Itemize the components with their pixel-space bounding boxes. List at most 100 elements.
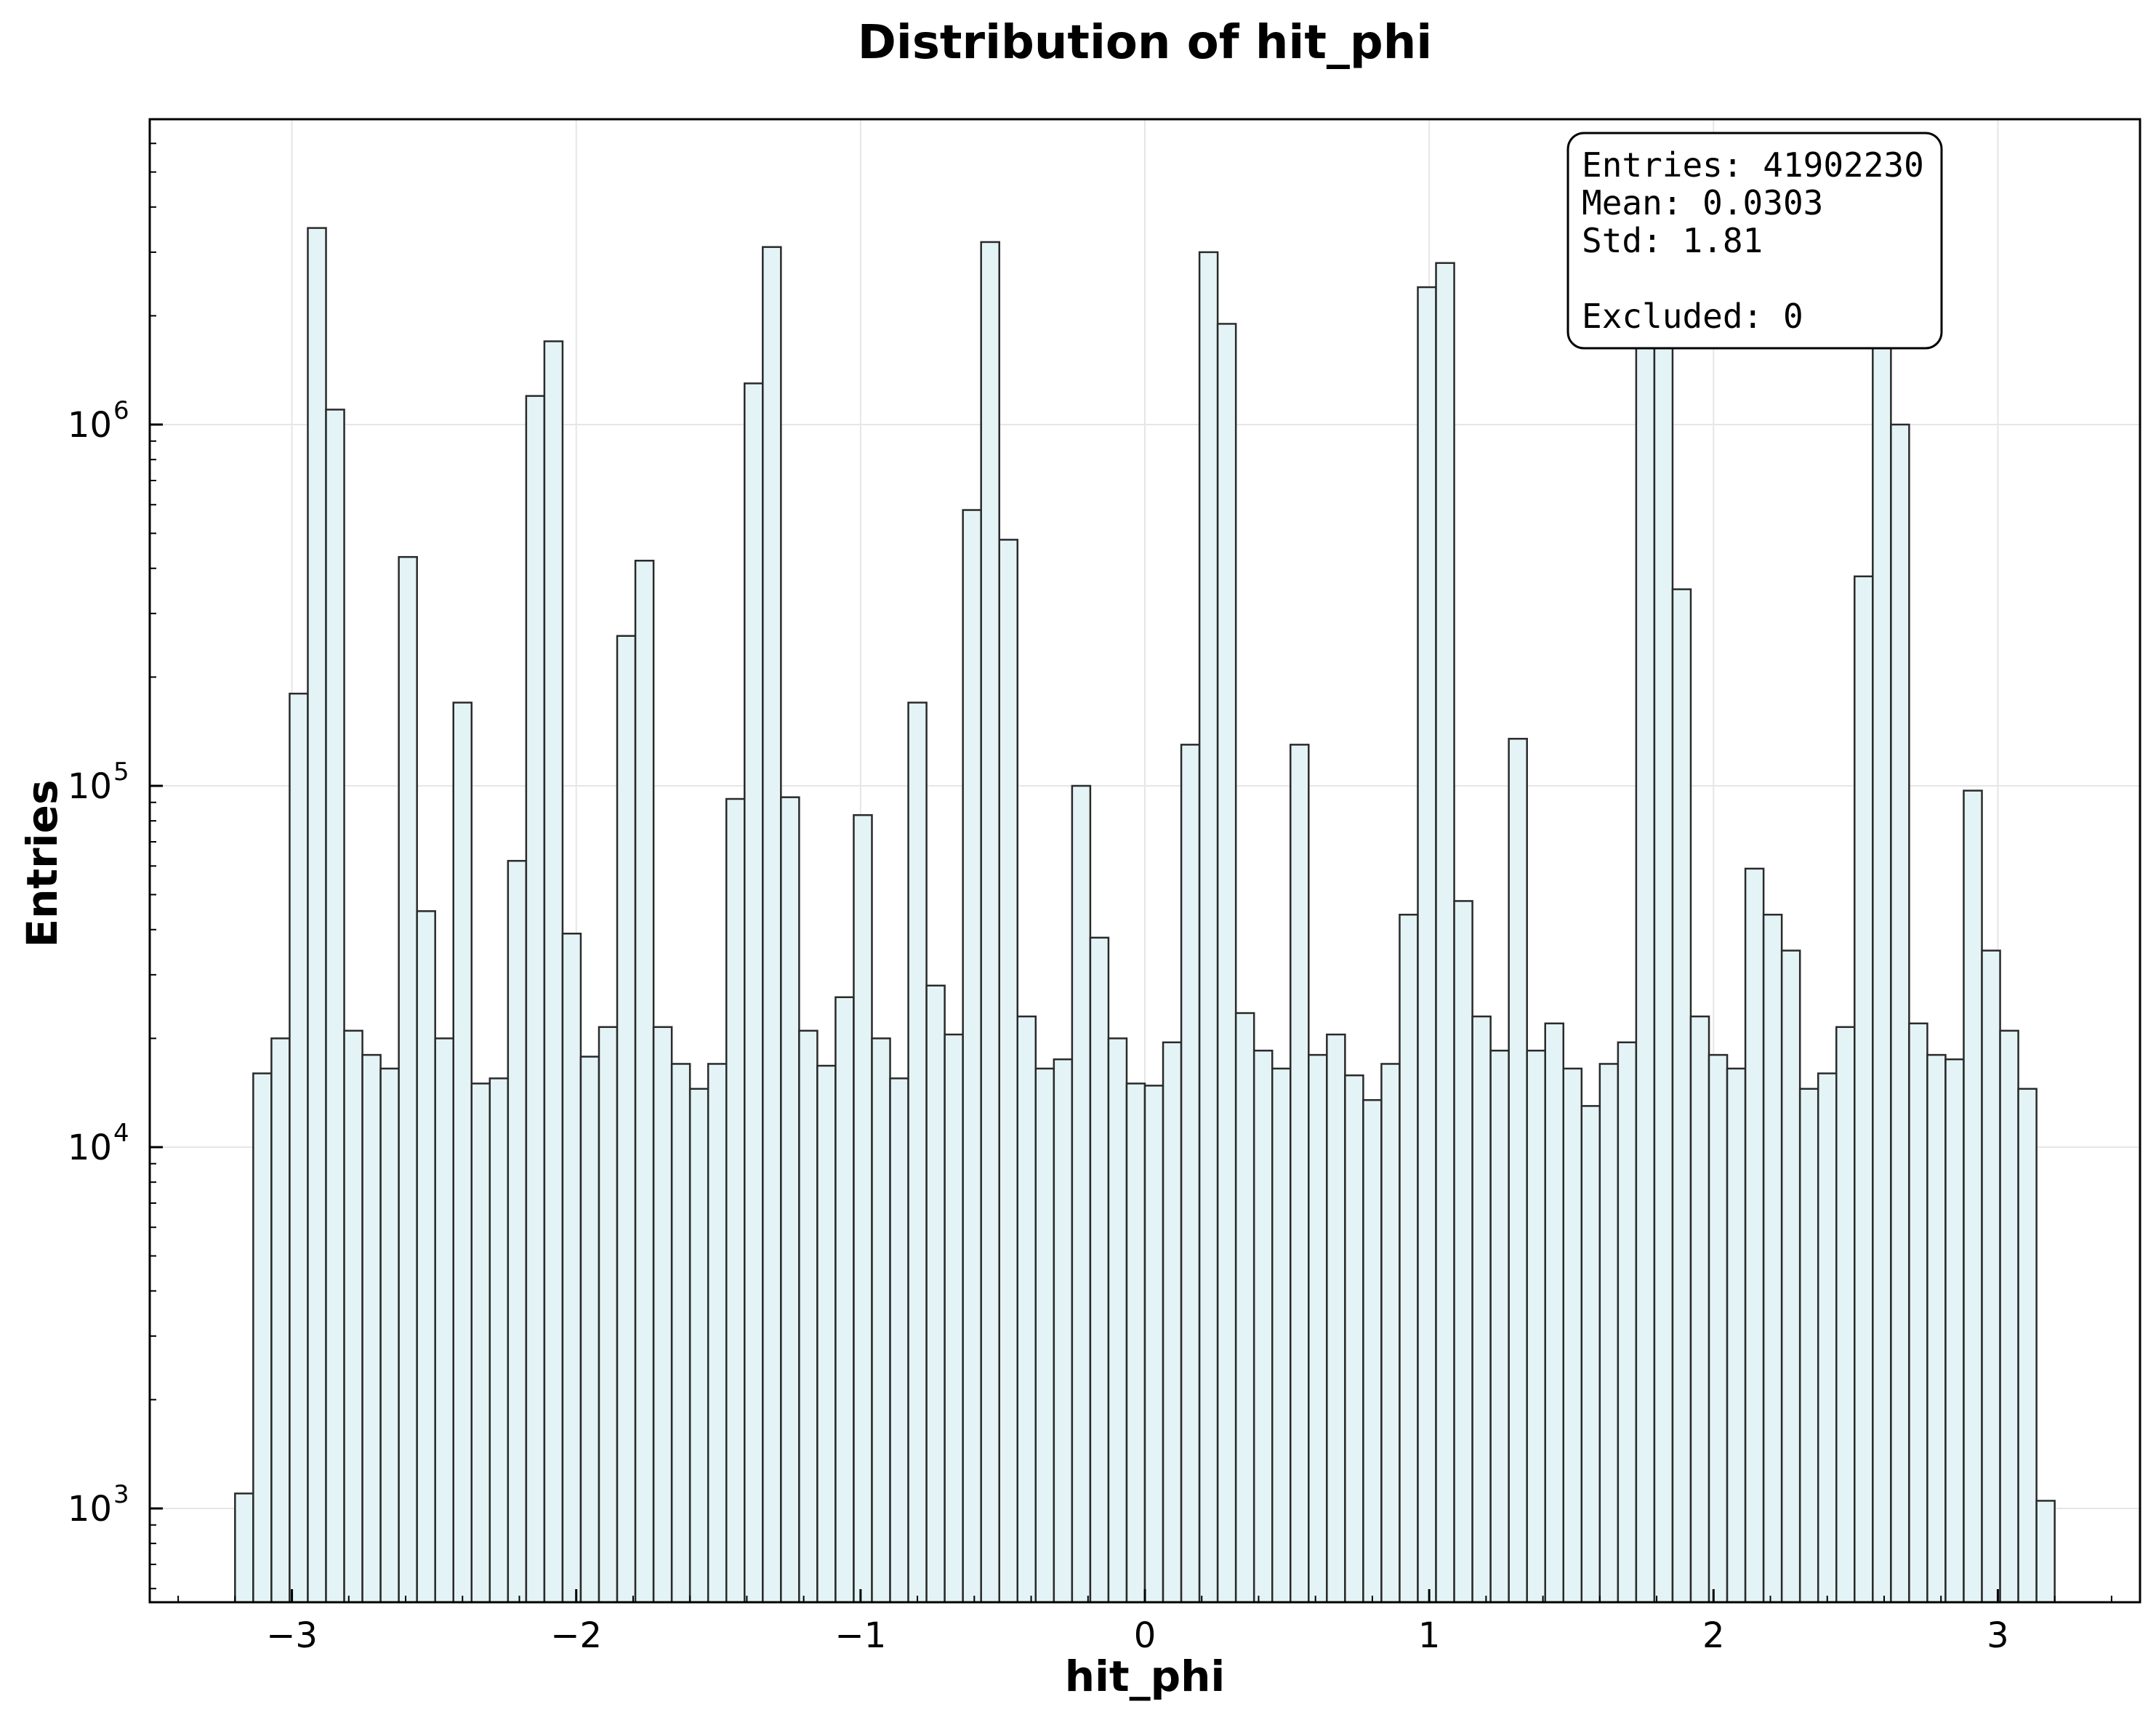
histogram-bar-1 bbox=[252, 1072, 273, 1604]
histogram-bar-56 bbox=[1252, 1049, 1274, 1604]
y-tick-label-exp-1: 4 bbox=[113, 1119, 129, 1148]
histogram-bar-66 bbox=[1435, 262, 1455, 1604]
stats-excluded: Excluded: 0 bbox=[1582, 297, 1803, 336]
chart-title: Distribution of hit_phi bbox=[858, 16, 1432, 70]
histogram-bar-43 bbox=[1016, 1015, 1037, 1604]
histogram-bar-36 bbox=[889, 1077, 909, 1604]
histogram-bar-52 bbox=[1180, 744, 1201, 1604]
histogram-bar-75 bbox=[1598, 1063, 1620, 1604]
histogram-bar-35 bbox=[871, 1037, 891, 1604]
histogram-bar-71 bbox=[1526, 1049, 1546, 1604]
x-tick-label-6: 3 bbox=[1987, 1615, 2009, 1656]
histogram-bar-49 bbox=[1125, 1082, 1146, 1604]
histogram-bar-51 bbox=[1162, 1041, 1183, 1604]
stats-box: Entries: 41902230 Mean: 0.0303 Std: 1.81… bbox=[1566, 132, 1943, 350]
histogram-bar-80 bbox=[1689, 1015, 1710, 1604]
histogram-bars bbox=[234, 206, 2056, 1604]
histogram-bar-87 bbox=[1817, 1072, 1838, 1604]
x-tick-label-0: −3 bbox=[266, 1615, 318, 1656]
histogram-bar-46 bbox=[1071, 784, 1092, 1604]
histogram-bar-98 bbox=[2017, 1088, 2038, 1604]
x-axis-label: hit_phi bbox=[1065, 1652, 1226, 1701]
histogram-bar-0 bbox=[234, 1492, 254, 1604]
histogram-bar-86 bbox=[1798, 1088, 1819, 1604]
histogram-bar-62 bbox=[1362, 1098, 1383, 1604]
histogram-bar-99 bbox=[2035, 1500, 2056, 1604]
histogram-bar-70 bbox=[1508, 737, 1528, 1604]
histogram-bar-30 bbox=[780, 796, 800, 1604]
histogram-bar-32 bbox=[816, 1064, 837, 1604]
histogram-bar-25 bbox=[688, 1088, 709, 1604]
histogram-bar-94 bbox=[1944, 1058, 1965, 1604]
histogram-bar-44 bbox=[1034, 1067, 1055, 1604]
histogram-bar-37 bbox=[907, 702, 928, 1604]
y-tick-label-base-0: 10 bbox=[68, 1489, 112, 1530]
histogram-bar-22 bbox=[634, 559, 655, 1604]
stats-mean: Mean: 0.0303 bbox=[1582, 183, 1823, 222]
histogram-bar-17 bbox=[543, 340, 564, 1604]
stats-entries: Entries: 41902230 bbox=[1582, 145, 1924, 185]
histogram-bar-57 bbox=[1271, 1067, 1292, 1604]
histogram-bar-28 bbox=[744, 382, 764, 1604]
plot-frame bbox=[148, 118, 2141, 1604]
histogram-bar-78 bbox=[1653, 206, 1674, 1604]
histogram-bar-45 bbox=[1053, 1058, 1074, 1604]
histogram-bar-21 bbox=[616, 635, 637, 1604]
histogram-bar-68 bbox=[1471, 1015, 1492, 1604]
histogram-bar-61 bbox=[1344, 1074, 1364, 1604]
y-tick-label-exp-2: 5 bbox=[113, 757, 129, 787]
histogram-bar-19 bbox=[579, 1056, 600, 1604]
histogram-bar-27 bbox=[725, 797, 746, 1604]
histogram-bar-96 bbox=[1981, 949, 2001, 1604]
histogram-bar-8 bbox=[379, 1067, 400, 1604]
histogram-bar-76 bbox=[1617, 1041, 1638, 1604]
axis-ticks bbox=[150, 142, 2112, 1602]
histogram-bar-7 bbox=[361, 1053, 382, 1604]
histogram-bar-14 bbox=[488, 1077, 510, 1604]
histogram-bar-29 bbox=[762, 246, 782, 1604]
histogram-bar-58 bbox=[1290, 744, 1310, 1604]
y-axis-label: Entries bbox=[17, 780, 67, 948]
histogram-bar-34 bbox=[853, 813, 873, 1604]
histogram-bar-81 bbox=[1707, 1053, 1729, 1604]
histogram-bar-85 bbox=[1780, 949, 1801, 1604]
histogram-bar-4 bbox=[307, 227, 327, 1604]
histogram-bar-69 bbox=[1489, 1049, 1510, 1604]
x-tick-label-2: −1 bbox=[834, 1615, 886, 1656]
y-tick-label-base-3: 10 bbox=[68, 405, 112, 446]
histogram-bar-95 bbox=[1963, 789, 1983, 1604]
histogram-bar-13 bbox=[470, 1082, 491, 1604]
y-tick-label-base-1: 10 bbox=[68, 1128, 112, 1168]
histogram-bar-33 bbox=[834, 996, 855, 1604]
histogram-bar-54 bbox=[1216, 323, 1237, 1604]
histogram-bar-60 bbox=[1326, 1033, 1346, 1604]
histogram-bar-5 bbox=[325, 409, 345, 1604]
stats-box-frame bbox=[1566, 132, 1943, 350]
histogram-bar-11 bbox=[434, 1037, 454, 1604]
histogram-bar-92 bbox=[1908, 1022, 1928, 1604]
histogram-bar-59 bbox=[1308, 1053, 1328, 1604]
x-tick-label-3: 0 bbox=[1134, 1615, 1157, 1656]
stats-std: Std: 1.81 bbox=[1582, 221, 1763, 260]
x-tick-label-4: 1 bbox=[1418, 1615, 1441, 1656]
histogram-bar-12 bbox=[452, 702, 473, 1604]
histogram-bar-23 bbox=[652, 1026, 673, 1604]
histogram-bar-31 bbox=[798, 1029, 818, 1604]
histogram-bar-67 bbox=[1453, 900, 1473, 1604]
histogram-bar-73 bbox=[1562, 1067, 1583, 1604]
histogram-bar-6 bbox=[343, 1029, 363, 1604]
histogram-bar-9 bbox=[398, 555, 418, 1604]
histogram-bar-10 bbox=[416, 910, 436, 1604]
histogram-bar-53 bbox=[1198, 251, 1219, 1604]
histogram-bar-64 bbox=[1399, 913, 1419, 1604]
histogram-bar-72 bbox=[1544, 1022, 1565, 1604]
histogram-bar-79 bbox=[1671, 588, 1692, 1604]
histogram-bar-41 bbox=[980, 241, 1000, 1604]
histogram-bar-24 bbox=[670, 1063, 691, 1604]
histogram-bar-39 bbox=[944, 1033, 964, 1604]
histogram-bar-84 bbox=[1762, 913, 1783, 1604]
histogram-bar-93 bbox=[1926, 1053, 1947, 1604]
histogram-bar-91 bbox=[1890, 423, 1910, 1604]
